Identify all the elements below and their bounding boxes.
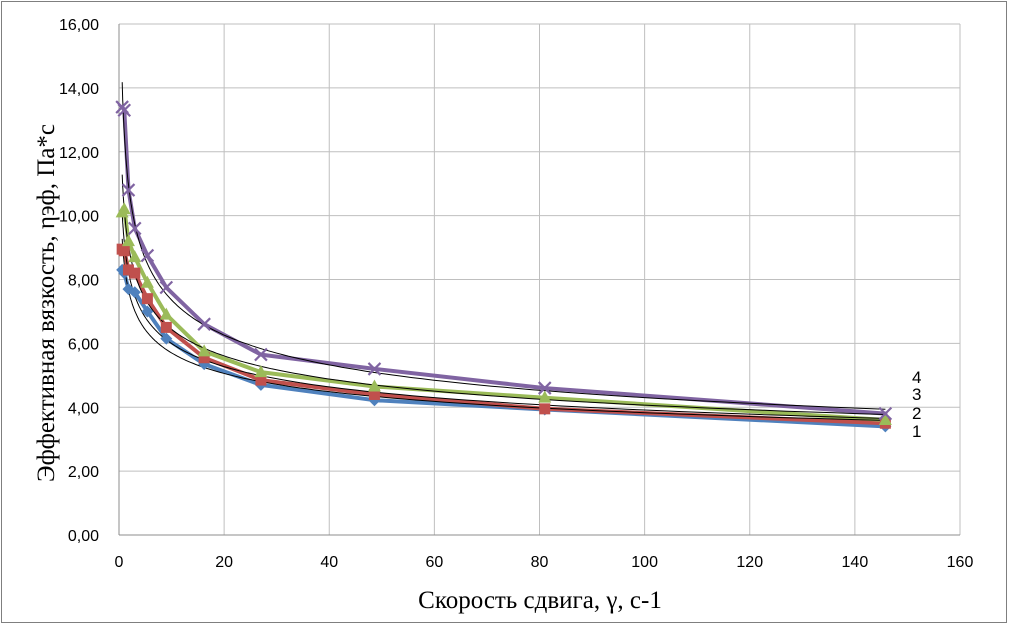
data-point-2 [539,403,551,415]
data-point-2 [129,267,141,279]
y-tick-label: 10,00 [59,209,99,226]
data-point-2 [122,264,134,276]
x-tick-label: 20 [215,554,233,571]
curve-label-4: 4 [912,368,921,387]
y-axis-title: Эффективная вязкость, ηэф, Па*с [33,124,60,482]
x-tick-label: 80 [531,554,549,571]
data-point-3 [140,275,154,288]
y-tick-label: 4,00 [68,400,99,417]
data-point-2 [118,245,130,257]
data-point-2 [141,293,153,305]
y-tick-label: 16,00 [59,17,99,34]
plot-series [115,82,893,433]
x-tick-label: 120 [736,554,763,571]
data-point-2 [255,374,267,386]
data-point-3 [117,202,131,215]
data-point-1 [128,286,141,299]
x-tick-label: 100 [631,554,658,571]
y-tick-label: 14,00 [59,81,99,98]
x-tick-label: 60 [425,554,443,571]
data-point-4 [537,381,552,395]
y-tick-label: 2,00 [68,464,99,481]
data-point-2 [368,388,380,400]
data-point-2 [160,321,172,333]
x-tick-label: 40 [320,554,338,571]
x-tick-label: 160 [947,554,974,571]
data-point-3 [878,413,892,426]
data-point-2 [198,352,210,364]
y-tick-label: 6,00 [68,336,99,353]
y-tick-label: 8,00 [68,273,99,290]
y-tick-label: 0,00 [68,528,99,545]
data-point-3 [128,250,142,263]
data-point-3 [254,365,268,378]
series-line-3 [120,207,888,422]
curve-label-1: 1 [912,422,921,441]
data-point-3 [197,344,211,357]
data-point-4 [197,317,211,331]
data-point-1 [141,305,154,318]
data-point-3 [121,234,135,247]
curve-label-3: 3 [912,385,921,404]
data-point-4 [159,280,174,295]
data-point-4 [254,347,268,362]
y-tick-label: 12,00 [59,145,99,162]
data-point-4 [121,183,136,197]
data-point-4 [127,221,142,236]
data-point-4 [117,103,132,118]
curve-label-2: 2 [912,404,921,423]
trendline-4 [121,82,886,410]
trendline-3 [121,174,886,415]
data-point-4 [878,406,893,421]
data-point-3 [367,379,381,392]
x-axis-title: Скорость сдвига, γ, с-1 [418,587,662,614]
data-point-4 [367,362,382,376]
trendline-1 [121,238,886,421]
x-tick-label: 140 [842,554,869,571]
tick-labels: 0 20 40 60 80 100 120 140 160 0,00 2,00 4,00 6,00 8,0… [59,17,973,571]
data-point-3 [538,390,552,403]
x-tick-label: 0 [115,554,124,571]
data-point-3 [159,307,173,320]
data-point-4 [140,248,155,263]
data-point-1 [160,332,173,345]
grid [118,23,961,536]
series-line-4 [120,105,888,416]
